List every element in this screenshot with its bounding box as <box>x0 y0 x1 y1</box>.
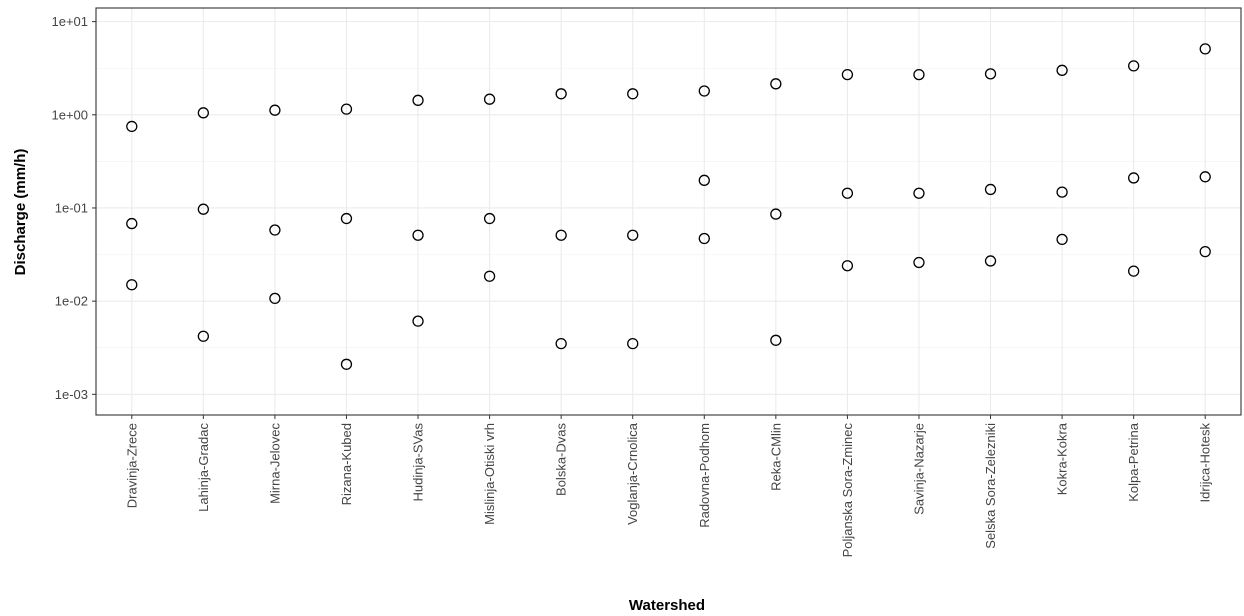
data-point <box>627 88 639 100</box>
data-point <box>698 232 710 245</box>
data-point <box>841 187 854 199</box>
data-point <box>340 212 353 225</box>
x-tick-label: Idrijca-Hotesk <box>1198 423 1213 503</box>
data-point <box>340 358 353 370</box>
x-tick-label: Kokra-Kokra <box>1055 422 1070 495</box>
x-tick-label: Bolska-Dvas <box>554 423 569 496</box>
x-tick-label: Voglanja-Crnolica <box>625 422 640 525</box>
y-tick-label: 1e-03 <box>55 387 88 402</box>
data-point <box>197 203 209 215</box>
x-tick-label: Mislinja-Otiski vrh <box>482 423 497 525</box>
data-point <box>984 255 997 267</box>
data-point <box>770 208 782 220</box>
data-point <box>126 279 138 291</box>
data-point <box>126 120 138 133</box>
x-tick-label: Dravinja-Zrece <box>124 423 139 508</box>
data-point <box>913 187 925 199</box>
data-point <box>841 68 854 81</box>
data-point <box>412 229 424 241</box>
data-point <box>913 256 925 269</box>
x-tick-label: Selska Sora-Zelezniki <box>983 423 998 549</box>
data-points <box>126 43 1211 370</box>
data-point <box>269 292 281 305</box>
data-point <box>555 229 567 241</box>
data-point <box>1199 171 1211 183</box>
data-point <box>483 270 496 282</box>
data-point <box>841 260 854 272</box>
data-point <box>1199 43 1211 55</box>
data-point <box>1056 233 1068 246</box>
data-point <box>913 68 925 81</box>
data-point <box>269 224 281 236</box>
data-point <box>483 93 496 105</box>
data-point <box>269 104 281 116</box>
x-tick-label: Poljanska Sora-Zminec <box>840 423 855 558</box>
x-tick-label: Lahinja-Gradac <box>196 423 211 512</box>
data-point <box>1199 245 1211 258</box>
data-point <box>770 78 782 90</box>
data-point <box>1056 64 1068 76</box>
y-axis-title: Discharge (mm/h) <box>12 149 29 276</box>
x-tick-label: Hudinja-SVas <box>411 423 426 502</box>
data-point <box>1056 186 1068 198</box>
x-tick-label: Mirna-Jelovec <box>267 423 282 504</box>
x-tick-label: Reka-CMlin <box>768 423 783 491</box>
data-point <box>984 183 997 196</box>
x-tick-label: Savinja-Nazarje <box>911 423 926 515</box>
data-point <box>698 174 710 186</box>
y-axis: 1e-03 1e-02 1e-01 1e+00 1e+01 <box>51 14 96 402</box>
data-point <box>555 88 567 100</box>
data-point <box>1128 172 1140 184</box>
data-point <box>197 330 209 342</box>
y-tick-label: 1e-01 <box>55 200 88 215</box>
data-point <box>412 94 424 106</box>
data-point <box>126 217 138 230</box>
x-tick-label: Rizana-Kubed <box>339 423 354 505</box>
y-tick-label: 1e+01 <box>51 14 88 29</box>
data-point <box>627 337 639 350</box>
data-point <box>984 68 997 80</box>
data-point <box>555 337 567 350</box>
data-point <box>1128 60 1140 72</box>
data-point <box>627 229 639 241</box>
data-point <box>412 315 424 327</box>
data-point <box>197 107 209 119</box>
x-axis: Dravinja-Zrece Lahinja-Gradac Mirna-Jelove… <box>124 415 1213 558</box>
data-point <box>770 334 782 346</box>
x-axis-title: Watershed <box>629 597 705 614</box>
data-point <box>340 103 353 115</box>
y-tick-label: 1e+00 <box>51 107 88 122</box>
plot-panel-border <box>95 7 1242 416</box>
data-point <box>1128 265 1140 277</box>
gridlines <box>96 8 1241 415</box>
data-point <box>483 212 496 225</box>
x-tick-label: Kolpa-Petrina <box>1126 422 1141 502</box>
y-tick-label: 1e-02 <box>55 294 88 309</box>
x-tick-label: Radovna-Podhom <box>697 423 712 528</box>
data-point <box>698 85 710 97</box>
